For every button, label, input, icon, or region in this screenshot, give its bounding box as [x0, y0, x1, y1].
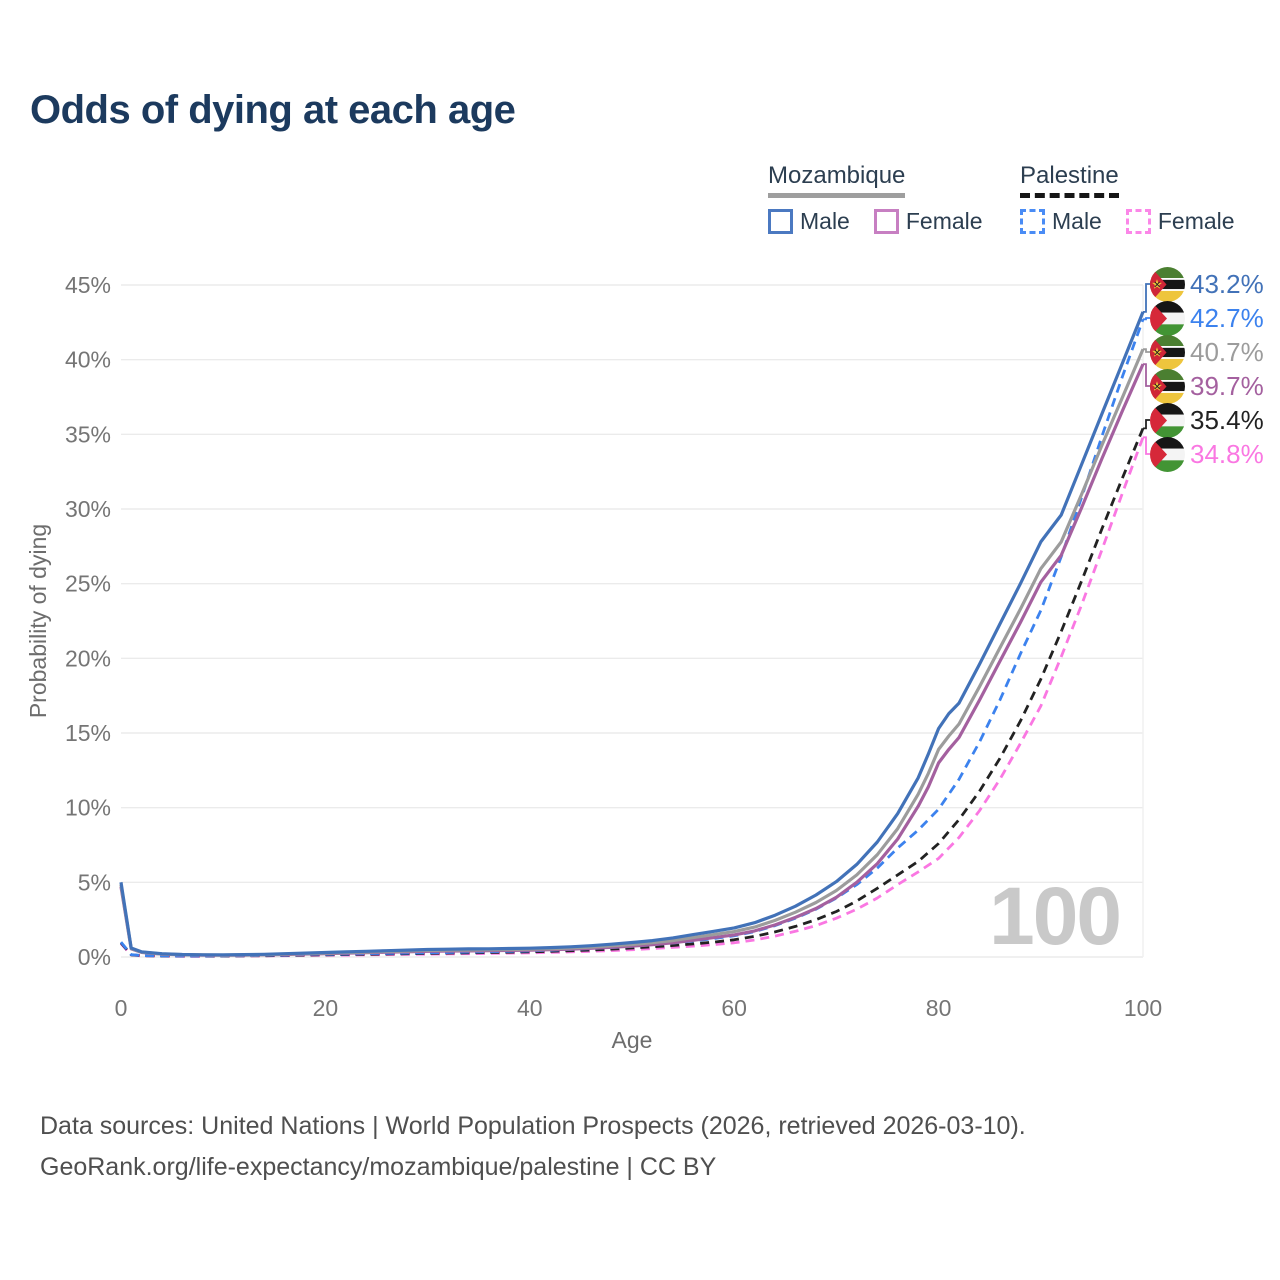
legend-group-mozambique: Mozambique Male Female: [768, 162, 983, 235]
y-tick-label: 45%: [65, 272, 111, 298]
x-tick-label: 60: [721, 995, 747, 1021]
x-axis-title: Age: [612, 1027, 653, 1053]
legend-group-palestine: Palestine Male Female: [1020, 162, 1235, 235]
legend-swatch-palestine-male: [1020, 209, 1045, 234]
legend-label-palestine-female: Female: [1157, 208, 1235, 234]
legend-label-palestine-male: Male: [1052, 208, 1102, 234]
legend-row-palestine: Male Female: [1020, 208, 1235, 235]
y-tick-label: 10%: [65, 795, 111, 821]
legend-swatch-mozambique-male: [768, 209, 793, 234]
legend-country-palestine[interactable]: Palestine: [1020, 162, 1119, 198]
page-title: Odds of dying at each age: [30, 88, 516, 132]
legend-country-mozambique[interactable]: Mozambique: [768, 162, 906, 198]
series-line-palestine-male[interactable]: [119, 318, 1145, 958]
end-label-connector-palestine-female: [1143, 436, 1150, 455]
age-watermark: 100: [989, 871, 1120, 962]
legend-label-mozambique-female: Female: [905, 208, 983, 234]
y-tick-label: 25%: [65, 571, 111, 597]
series-line-mozambique[interactable]: [119, 348, 1145, 957]
legend-row-mozambique: Male Female: [768, 208, 983, 235]
y-tick-label: 15%: [65, 720, 111, 746]
footer: Data sources: United Nations | World Pop…: [40, 1106, 1026, 1188]
x-tick-label: 40: [517, 995, 543, 1021]
legend-swatch-mozambique-female: [873, 209, 899, 234]
x-tick-label: 0: [115, 995, 128, 1021]
x-tick-label: 80: [926, 995, 952, 1021]
legend-item-palestine-female[interactable]: Female: [1125, 208, 1235, 235]
y-tick-label: 40%: [65, 347, 111, 373]
footer-sources: Data sources: United Nations | World Pop…: [40, 1112, 1026, 1140]
end-label-connector-palestine-male: [1143, 317, 1150, 321]
y-axis-title: Probability of dying: [25, 524, 51, 718]
end-label-connector-mozambique: [1143, 348, 1150, 353]
footer-attribution: GeoRank.org/life-expectancy/mozambique/p…: [40, 1153, 717, 1181]
series-line-mozambique-male[interactable]: [119, 311, 1145, 957]
legend-item-mozambique-male[interactable]: Male: [768, 208, 850, 235]
legend-label-mozambique-male: Male: [800, 208, 850, 234]
legend-item-mozambique-female[interactable]: Female: [873, 208, 983, 235]
y-tick-label: 5%: [78, 869, 111, 895]
legend-swatch-palestine-female: [1125, 209, 1151, 234]
end-label-connector-palestine: [1143, 419, 1150, 430]
x-tick-label: 20: [313, 995, 339, 1021]
end-label-connector-mozambique-male: [1143, 283, 1150, 313]
y-tick-label: 30%: [65, 496, 111, 522]
y-tick-label: 35%: [65, 421, 111, 447]
y-tick-label: 0%: [78, 944, 111, 970]
legend-item-palestine-male[interactable]: Male: [1020, 208, 1102, 235]
y-tick-label: 20%: [65, 645, 111, 671]
series-line-mozambique-female[interactable]: [119, 363, 1145, 957]
end-label-connector-mozambique-female: [1143, 363, 1150, 387]
x-tick-label: 100: [1124, 995, 1162, 1021]
